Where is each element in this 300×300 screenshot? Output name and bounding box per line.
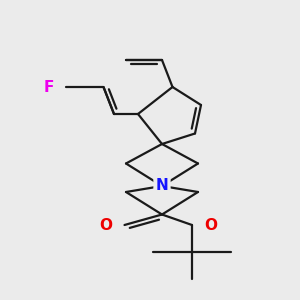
Text: F: F <box>44 80 54 94</box>
Text: O: O <box>204 218 217 232</box>
Text: N: N <box>156 178 168 194</box>
Text: O: O <box>100 218 112 232</box>
